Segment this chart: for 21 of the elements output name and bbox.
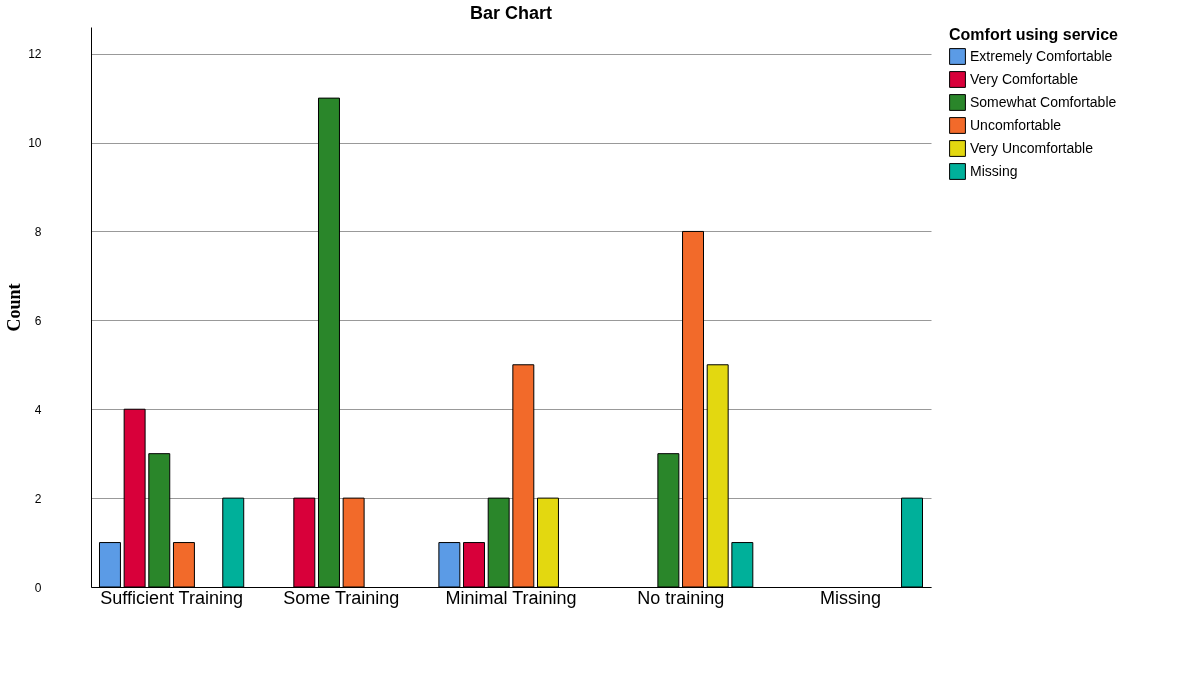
legend-label: Very Comfortable xyxy=(970,70,1079,87)
y-axis-title: Count xyxy=(4,283,25,332)
chart-title: Bar Chart xyxy=(469,3,553,23)
legend-title: Comfort using service xyxy=(949,26,1119,43)
y-tick-label: 8 xyxy=(34,224,42,239)
y-tick-label: 10 xyxy=(28,136,42,151)
y-tick-label: 2 xyxy=(34,491,42,506)
y-tick-label: 6 xyxy=(34,313,42,328)
y-tick-label: 4 xyxy=(34,402,42,417)
legend-label: Somewhat Comfortable xyxy=(970,93,1117,110)
x-tick-label: Minimal Training xyxy=(445,587,577,608)
legend-label: Missing xyxy=(970,162,1018,179)
x-tick-label: No training xyxy=(637,587,725,608)
legend-label: Extremely Comfortable xyxy=(970,47,1113,64)
legend-label: Very Uncomfortable xyxy=(970,139,1094,156)
y-tick-label: 0 xyxy=(34,580,42,595)
x-tick-label: Some Training xyxy=(283,587,400,608)
legend-label: Uncomfortable xyxy=(970,116,1062,133)
y-tick-label: 12 xyxy=(28,47,42,62)
x-tick-label: Sufficient Training xyxy=(100,587,243,608)
x-tick-label: Missing xyxy=(819,587,881,608)
